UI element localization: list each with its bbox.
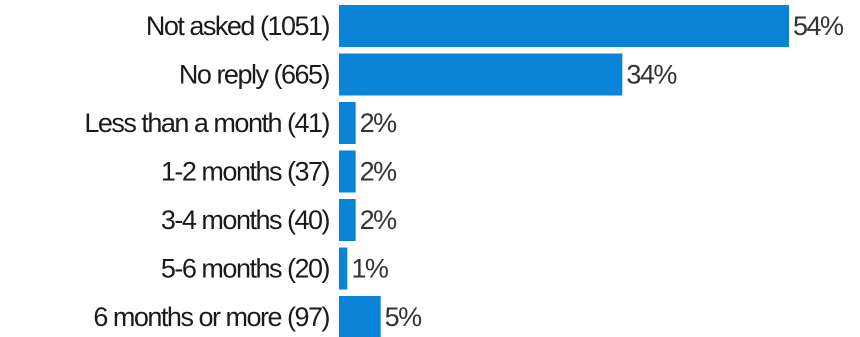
value-label: 34%	[626, 60, 677, 90]
bar	[339, 5, 789, 47]
category-label: 5-6 months (20)	[161, 254, 330, 284]
bar	[339, 199, 356, 241]
value-label: 54%	[793, 11, 844, 41]
value-label: 2%	[360, 108, 398, 138]
value-label: 2%	[360, 157, 398, 187]
bar	[339, 247, 348, 290]
category-label: No reply (665)	[179, 60, 330, 90]
category-label: Not asked (1051)	[146, 11, 330, 41]
category-label: 3-4 months (40)	[161, 205, 330, 235]
bar	[339, 150, 356, 193]
category-label: 1-2 months (37)	[161, 157, 330, 187]
value-label: 2%	[360, 205, 398, 235]
bar	[339, 296, 381, 337]
value-label: 1%	[351, 254, 389, 284]
bar	[339, 102, 356, 144]
value-label: 5%	[385, 302, 423, 332]
bar	[339, 53, 623, 96]
category-label: Less than a month (41)	[84, 108, 329, 138]
category-label: 6 months or more (97)	[93, 302, 329, 332]
